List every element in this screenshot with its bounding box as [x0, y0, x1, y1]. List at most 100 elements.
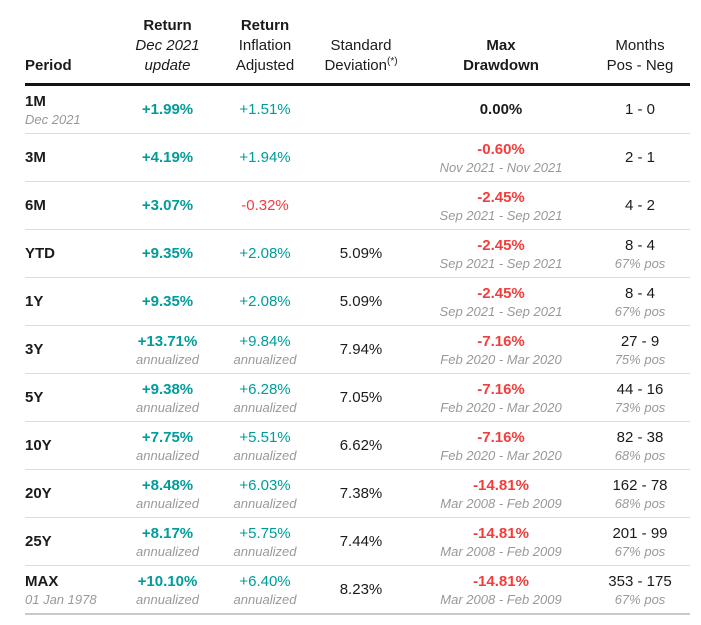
months-pos-percentage: 67% pos: [614, 255, 666, 271]
inflation-adjusted-sublabel: annualized: [233, 447, 297, 463]
inflation-header-line2: Inflation: [238, 37, 292, 54]
table-row: 1M Dec 2021 +1.99% +1.51% 0.00% 1 - 0: [25, 86, 690, 134]
inflation-adjusted-cell: +5.75% annualized: [220, 518, 310, 565]
column-header-return-inflation-adjusted: Return Inflation Adjusted: [220, 16, 310, 76]
column-header-months: Months Pos - Neg: [590, 16, 690, 76]
max-drawdown-value: -7.16%: [477, 428, 525, 446]
return-sublabel: annualized: [136, 591, 199, 607]
months-pos-percentage: 75% pos: [614, 351, 666, 367]
std-deviation-value: 7.44%: [339, 533, 383, 550]
table-row: 10Y +7.75% annualized +5.51% annualized …: [25, 422, 690, 470]
stdev-header-line1: Standard: [330, 37, 392, 54]
return-header-line1: Return: [143, 17, 192, 34]
period-label: 25Y: [25, 533, 52, 550]
months-cell: 1 - 0: [590, 86, 690, 133]
table-row: 20Y +8.48% annualized +6.03% annualized …: [25, 470, 690, 518]
months-pos-neg-value: 201 - 99: [612, 524, 668, 542]
return-value: +7.75%: [141, 428, 194, 446]
return-sublabel: annualized: [136, 543, 199, 559]
months-cell: 44 - 16 73% pos: [590, 374, 690, 421]
months-cell: 2 - 1: [590, 134, 690, 181]
inflation-adjusted-cell: +6.28% annualized: [220, 374, 310, 421]
std-deviation-cell: 8.23%: [310, 566, 412, 613]
period-label: MAX: [25, 572, 59, 590]
months-header-line1: Months: [615, 37, 665, 54]
period-cell: 6M: [25, 182, 115, 229]
return-header-line2: Dec 2021: [135, 37, 200, 54]
months-cell: 353 - 175 67% pos: [590, 566, 690, 613]
months-cell: 82 - 38 68% pos: [590, 422, 690, 469]
max-drawdown-value: -14.81%: [473, 572, 529, 590]
period-cell: 5Y: [25, 374, 115, 421]
max-drawdown-value: -0.60%: [477, 140, 525, 158]
return-header-line3: update: [144, 57, 191, 74]
return-cell: +10.10% annualized: [115, 566, 220, 613]
column-header-standard-deviation: Standard Deviation(*): [310, 16, 412, 76]
return-sublabel: annualized: [136, 447, 199, 463]
std-deviation-cell: [310, 86, 412, 133]
return-cell: +8.17% annualized: [115, 518, 220, 565]
table-row: 3Y +13.71% annualized +9.84% annualized …: [25, 326, 690, 374]
std-deviation-value: 7.94%: [339, 341, 383, 358]
return-cell: +9.38% annualized: [115, 374, 220, 421]
period-cell: 3M: [25, 134, 115, 181]
stdev-header-line2: Deviation(*): [324, 56, 397, 76]
max-drawdown-cell: -7.16% Feb 2020 - Mar 2020: [412, 422, 590, 469]
inflation-adjusted-cell: +1.94%: [220, 134, 310, 181]
return-cell: +8.48% annualized: [115, 470, 220, 517]
std-deviation-cell: [310, 182, 412, 229]
months-pos-neg-value: 82 - 38: [616, 428, 664, 446]
drawdown-header-line1: Max: [486, 37, 516, 54]
max-drawdown-value: -14.81%: [473, 476, 529, 494]
inflation-adjusted-value: +5.75%: [239, 524, 291, 542]
months-pos-neg-value: 44 - 16: [616, 380, 664, 398]
max-drawdown-period: Mar 2008 - Feb 2009: [440, 543, 562, 559]
inflation-header-line1: Return: [240, 17, 290, 34]
stdev-header-word: Deviation: [324, 57, 387, 74]
max-drawdown-period: Feb 2020 - Mar 2020: [440, 351, 562, 367]
return-cell: +1.99%: [115, 86, 220, 133]
period-sublabel: 01 Jan 1978: [25, 591, 97, 607]
max-drawdown-value: -7.16%: [477, 380, 525, 398]
inflation-adjusted-cell: +5.51% annualized: [220, 422, 310, 469]
return-value: +3.07%: [141, 197, 194, 214]
inflation-adjusted-value: +9.84%: [239, 332, 291, 350]
table-row: 1Y +9.35% +2.08% 5.09% -2.45% Sep 2021 -…: [25, 278, 690, 326]
period-cell: 20Y: [25, 470, 115, 517]
table-row: 25Y +8.17% annualized +5.75% annualized …: [25, 518, 690, 566]
std-deviation-value: 7.38%: [339, 485, 383, 502]
inflation-adjusted-value: +2.08%: [239, 293, 291, 310]
months-cell: 4 - 2: [590, 182, 690, 229]
std-deviation-cell: 5.09%: [310, 230, 412, 277]
max-drawdown-period: Sep 2021 - Sep 2021: [439, 207, 563, 223]
inflation-adjusted-value: +5.51%: [239, 428, 291, 446]
months-pos-neg-value: 27 - 9: [620, 332, 660, 350]
max-drawdown-cell: -7.16% Feb 2020 - Mar 2020: [412, 326, 590, 373]
return-sublabel: annualized: [136, 399, 199, 415]
max-drawdown-period: Sep 2021 - Sep 2021: [439, 255, 563, 271]
inflation-adjusted-value: -0.32%: [241, 197, 289, 214]
return-value: +13.71%: [137, 332, 198, 350]
period-label: 5Y: [25, 389, 44, 406]
max-drawdown-value: 0.00%: [479, 101, 523, 118]
months-pos-percentage: 67% pos: [614, 543, 666, 559]
months-pos-neg-value: 162 - 78: [612, 476, 668, 494]
inflation-adjusted-cell: -0.32%: [220, 182, 310, 229]
max-drawdown-cell: -14.81% Mar 2008 - Feb 2009: [412, 470, 590, 517]
inflation-adjusted-cell: +6.40% annualized: [220, 566, 310, 613]
period-cell: 1Y: [25, 278, 115, 325]
footnote-marker: (*): [386, 56, 398, 67]
months-cell: 8 - 4 67% pos: [590, 278, 690, 325]
months-pos-neg-value: 1 - 0: [624, 101, 655, 118]
return-cell: +9.35%: [115, 278, 220, 325]
inflation-adjusted-value: +1.94%: [239, 149, 291, 166]
return-value: +8.48%: [141, 476, 194, 494]
return-value: +10.10%: [137, 572, 198, 590]
inflation-adjusted-sublabel: annualized: [233, 399, 297, 415]
period-label: 3M: [25, 149, 46, 166]
max-drawdown-cell: -2.45% Sep 2021 - Sep 2021: [412, 182, 590, 229]
months-pos-percentage: 67% pos: [614, 591, 666, 607]
return-sublabel: annualized: [136, 351, 199, 367]
inflation-adjusted-cell: +9.84% annualized: [220, 326, 310, 373]
max-drawdown-period: Mar 2008 - Feb 2009: [440, 495, 562, 511]
